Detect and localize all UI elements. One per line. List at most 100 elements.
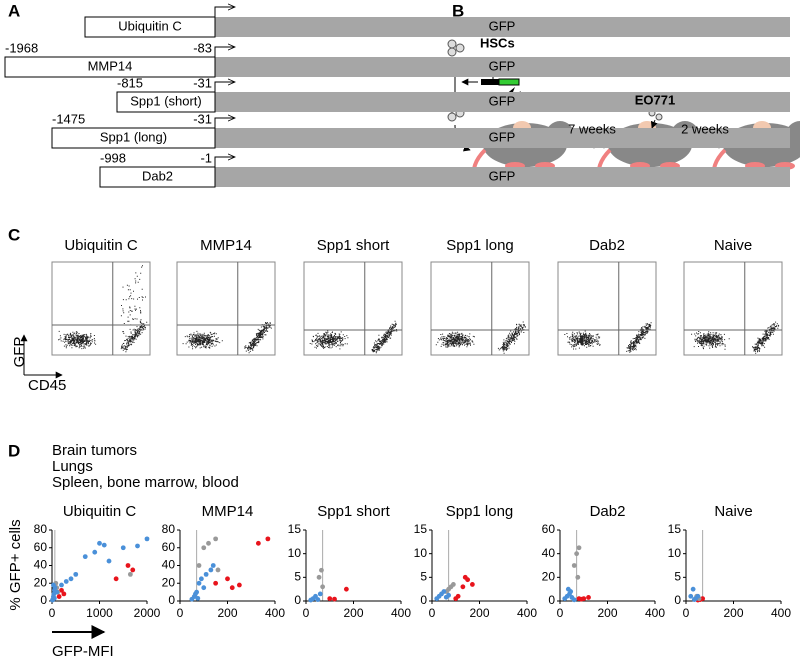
point [127, 571, 133, 577]
point [469, 582, 475, 587]
cells-label: HSCs [480, 35, 515, 50]
point [213, 580, 219, 586]
point [120, 545, 126, 551]
sample-title: Spp1 long [446, 237, 514, 254]
point [56, 594, 62, 599]
y-tick-label: 60 [542, 522, 556, 536]
reporter-label: GFP [489, 58, 516, 73]
point [229, 585, 235, 591]
flow-plot [303, 261, 403, 356]
point [198, 576, 204, 582]
point [125, 563, 131, 568]
point [265, 536, 271, 542]
point [196, 563, 202, 568]
point [571, 597, 577, 603]
y-tick-label: 20 [542, 570, 556, 584]
point [196, 580, 202, 586]
flow-events [691, 321, 780, 354]
start-position: -815 [117, 75, 143, 90]
panel-label: B [452, 1, 464, 20]
sample-title: Ubiquitin C [64, 237, 138, 254]
point [61, 591, 67, 597]
promoter-box [84, 16, 216, 38]
point [571, 563, 577, 568]
flow-events [182, 322, 272, 354]
promoter-box [51, 127, 216, 149]
point [574, 551, 580, 557]
reporter-bar [215, 128, 790, 148]
y-tick-label: 15 [668, 522, 682, 536]
promoter-name: Spp1 (long) [100, 129, 167, 144]
x-tick-label: 200 [217, 606, 237, 620]
point [201, 545, 207, 551]
point [213, 536, 219, 542]
x-tick-label: 0 [429, 606, 436, 620]
step-label: 2 weeks [681, 121, 729, 136]
point [113, 576, 119, 582]
point [51, 595, 57, 601]
y-tick-label: 40 [162, 558, 176, 572]
axis-line [559, 530, 655, 602]
axis-line [685, 530, 781, 602]
point [695, 593, 701, 599]
y-axis-label: % GFP+ cells [7, 519, 24, 610]
point [101, 542, 107, 548]
point [225, 576, 230, 582]
promoter-box [99, 166, 216, 188]
y-tick-label: 10 [414, 546, 428, 560]
point [51, 582, 56, 588]
y-tick-label: 80 [34, 522, 48, 536]
x-tick-label: 400 [645, 606, 665, 620]
point [317, 591, 323, 597]
point [581, 596, 587, 602]
end-position: -31 [193, 111, 212, 126]
x-tick-label: 0 [683, 606, 690, 620]
point [195, 595, 201, 601]
y-tick-label: 0 [420, 593, 427, 607]
y-tick-label: 60 [162, 540, 176, 554]
y-tick-label: 0 [548, 593, 555, 607]
promoter-name: Ubiquitin C [118, 18, 182, 33]
point [206, 540, 211, 546]
x-tick-label: 0 [177, 606, 184, 620]
x-tick-label: 200 [343, 606, 363, 620]
y-tick-label: 15 [288, 522, 302, 536]
chart-title: Spp1 short [317, 503, 390, 520]
legend-entry: Lungs [52, 458, 93, 475]
sample-title: Naive [714, 237, 752, 254]
x-tick-label: 200 [469, 606, 489, 620]
legend-entry: Spleen, bone marrow, blood [52, 474, 239, 491]
promoter-name: Dab2 [142, 168, 173, 183]
y-tick-label: 60 [34, 540, 48, 554]
promoter-name: Spp1 (short) [130, 93, 202, 108]
end-position: -31 [193, 75, 212, 90]
point [332, 596, 337, 602]
reporter-label: GFP [489, 168, 516, 183]
x-tick-label: 200 [597, 606, 617, 620]
reporter-label: GFP [489, 93, 516, 108]
y-tick-label: 20 [34, 575, 48, 589]
axis-line [51, 530, 147, 602]
point [690, 586, 696, 592]
flow-events [435, 321, 526, 354]
point [316, 574, 322, 580]
x-tick-label: 400 [391, 606, 411, 620]
reporter-label: GFP [489, 18, 516, 33]
reporter-bar [215, 17, 790, 37]
point [82, 554, 88, 560]
point [465, 577, 471, 583]
point [450, 582, 456, 587]
point [135, 543, 140, 549]
promoter-name: MMP14 [88, 58, 133, 73]
legend-entry: Brain tumors [52, 442, 137, 459]
y-tick-label: 0 [40, 593, 47, 607]
point [575, 574, 581, 580]
chart-title: Naive [714, 503, 752, 520]
point [255, 540, 261, 546]
y-tick-label: 40 [542, 546, 556, 560]
tumor-label: EO771 [635, 92, 675, 107]
point [320, 584, 326, 590]
point [54, 589, 60, 595]
x-tick-label: 1000 [86, 606, 113, 620]
promoter-box [4, 56, 216, 78]
